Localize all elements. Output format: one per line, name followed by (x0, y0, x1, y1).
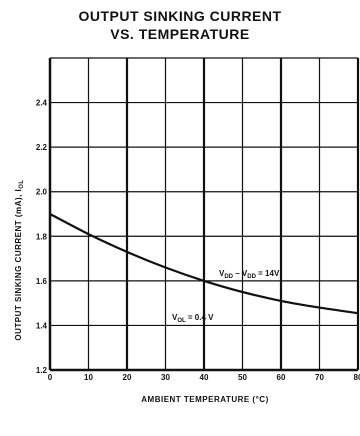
annotation-vdd: VDD – VDD = 14V (219, 269, 280, 280)
y-tick-label: 1.4 (36, 321, 48, 330)
x-tick-label: 30 (161, 373, 170, 382)
y-tick-label: 2.0 (36, 188, 48, 197)
x-axis-label: AMBIENT TEMPERATURE (°C) (141, 395, 269, 404)
grid (50, 58, 358, 370)
x-tick-label: 0 (48, 373, 53, 382)
tick-labels: 0 10 20 30 40 50 60 70 80 1.2 1.4 1.6 1.8 2.0 2.2 2.4 (36, 99, 360, 382)
x-tick-label: 40 (200, 373, 209, 382)
y-tick-label: 2.2 (36, 143, 48, 152)
y-tick-label: 1.6 (36, 277, 48, 286)
x-tick-label: 10 (84, 373, 93, 382)
x-tick-label: 80 (354, 373, 360, 382)
y-tick-label: 1.8 (36, 232, 48, 241)
y-tick-label: 2.4 (36, 99, 48, 108)
x-tick-label: 60 (277, 373, 286, 382)
x-tick-label: 50 (238, 373, 247, 382)
annotation-vol: VOL = 0.4 V (172, 313, 214, 324)
y-axis-label: OUTPUT SINKING CURRENT (mA), IOL (14, 179, 25, 340)
x-tick-label: 20 (123, 373, 132, 382)
x-tick-label: 70 (315, 373, 324, 382)
y-tick-label: 1.2 (36, 366, 48, 375)
